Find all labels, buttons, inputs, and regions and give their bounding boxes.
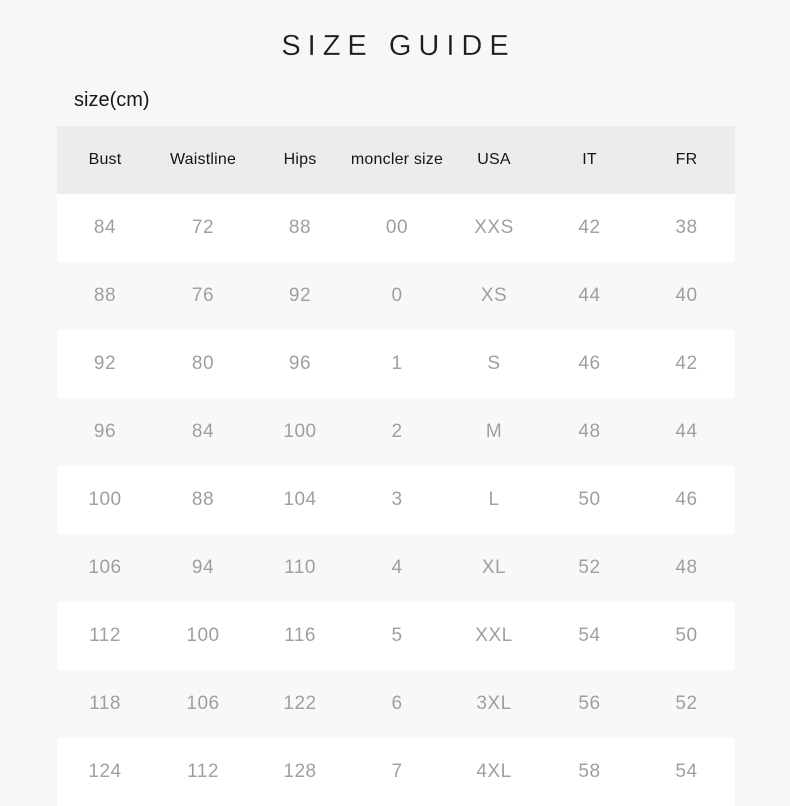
cell-it: 50 (578, 489, 601, 510)
cell-it: 58 (578, 761, 601, 782)
table-row: 88 76 92 0 XS 44 40 (57, 262, 735, 330)
table-row: 112 100 116 5 XXL 54 50 (57, 602, 735, 670)
cell-waistline: 76 (191, 285, 215, 306)
cell-bust: 124 (88, 761, 122, 782)
cell-hips: 122 (283, 693, 317, 714)
cell-bust: 92 (93, 353, 117, 374)
cell-moncler_size: 1 (391, 353, 403, 374)
cell-bust: 112 (89, 625, 121, 646)
cell-moncler_size: 0 (391, 285, 403, 306)
cell-it: 48 (578, 421, 601, 442)
cell-it: 54 (578, 625, 601, 646)
cell-it: 52 (578, 557, 601, 578)
size-guide-table: Bust Waistline Hips moncler size USA IT … (57, 126, 735, 806)
cell-waistline: 72 (191, 217, 215, 238)
cell-waistline: 88 (191, 489, 215, 510)
cell-bust: 106 (88, 557, 122, 578)
table-row: 84 72 88 00 XXS 42 38 (57, 194, 735, 262)
cell-usa: L (488, 489, 500, 510)
cell-moncler_size: 00 (385, 217, 409, 238)
cell-fr: 44 (675, 421, 698, 442)
cell-moncler_size: 3 (391, 489, 403, 510)
column-header-waistline: Waistline (169, 151, 237, 168)
table-row: 124 112 128 7 4XL 58 54 (57, 738, 735, 806)
cell-moncler_size: 7 (391, 761, 403, 782)
table-row: 106 94 110 4 XL 52 48 (57, 534, 735, 602)
size-unit-caption: size(cm) (74, 89, 150, 111)
cell-usa: M (485, 421, 503, 442)
cell-bust: 118 (89, 693, 121, 714)
cell-it: 46 (578, 353, 601, 374)
cell-it: 42 (578, 217, 601, 238)
page-title: SIZE GUIDE (281, 30, 516, 62)
cell-bust: 100 (88, 489, 122, 510)
cell-waistline: 100 (186, 625, 220, 646)
cell-usa: XS (480, 285, 508, 306)
cell-waistline: 112 (187, 761, 219, 782)
cell-moncler_size: 5 (391, 625, 403, 646)
size-guide-table-container: Bust Waistline Hips moncler size USA IT … (57, 126, 735, 806)
cell-hips: 128 (283, 761, 317, 782)
cell-it: 56 (578, 693, 601, 714)
cell-fr: 42 (675, 353, 698, 374)
column-header-bust: Bust (88, 151, 122, 168)
cell-usa: 3XL (476, 693, 512, 714)
cell-hips: 88 (288, 217, 312, 238)
cell-waistline: 94 (191, 557, 215, 578)
column-header-usa: USA (477, 151, 511, 168)
cell-usa: S (487, 353, 501, 374)
cell-it: 44 (578, 285, 601, 306)
cell-waistline: 106 (186, 693, 220, 714)
table-row: 96 84 100 2 M 48 44 (57, 398, 735, 466)
table-row: 92 80 96 1 S 46 42 (57, 330, 735, 398)
cell-bust: 96 (93, 421, 117, 442)
cell-hips: 96 (288, 353, 312, 374)
cell-usa: XL (481, 557, 507, 578)
cell-moncler_size: 2 (391, 421, 403, 442)
cell-hips: 104 (283, 489, 317, 510)
cell-moncler_size: 6 (391, 693, 403, 714)
cell-hips: 116 (284, 625, 316, 646)
cell-fr: 46 (675, 489, 698, 510)
table-row: 118 106 122 6 3XL 56 52 (57, 670, 735, 738)
cell-fr: 40 (675, 285, 698, 306)
cell-waistline: 84 (191, 421, 215, 442)
cell-fr: 52 (675, 693, 698, 714)
cell-fr: 38 (675, 217, 698, 238)
cell-fr: 50 (675, 625, 698, 646)
cell-fr: 54 (675, 761, 698, 782)
cell-usa: XXS (474, 217, 514, 238)
column-header-fr: FR (675, 151, 698, 168)
table-header-row: Bust Waistline Hips moncler size USA IT … (57, 126, 735, 194)
cell-hips: 92 (288, 285, 312, 306)
cell-bust: 84 (93, 217, 117, 238)
cell-hips: 100 (283, 421, 317, 442)
cell-fr: 48 (675, 557, 698, 578)
cell-moncler_size: 4 (391, 557, 403, 578)
table-header: Bust Waistline Hips moncler size USA IT … (57, 126, 735, 194)
cell-waistline: 80 (191, 353, 215, 374)
cell-usa: XXL (475, 625, 513, 646)
column-header-moncler-size: moncler size (350, 151, 444, 168)
column-header-hips: Hips (283, 151, 317, 168)
column-header-it: IT (582, 151, 597, 168)
table-body: 84 72 88 00 XXS 42 38 88 76 92 0 XS 44 40 92 80 96 1 S 46 42… (57, 194, 735, 806)
table-row: 100 88 104 3 L 50 46 (57, 466, 735, 534)
cell-bust: 88 (93, 285, 117, 306)
cell-usa: 4XL (476, 761, 512, 782)
cell-hips: 110 (284, 557, 316, 578)
